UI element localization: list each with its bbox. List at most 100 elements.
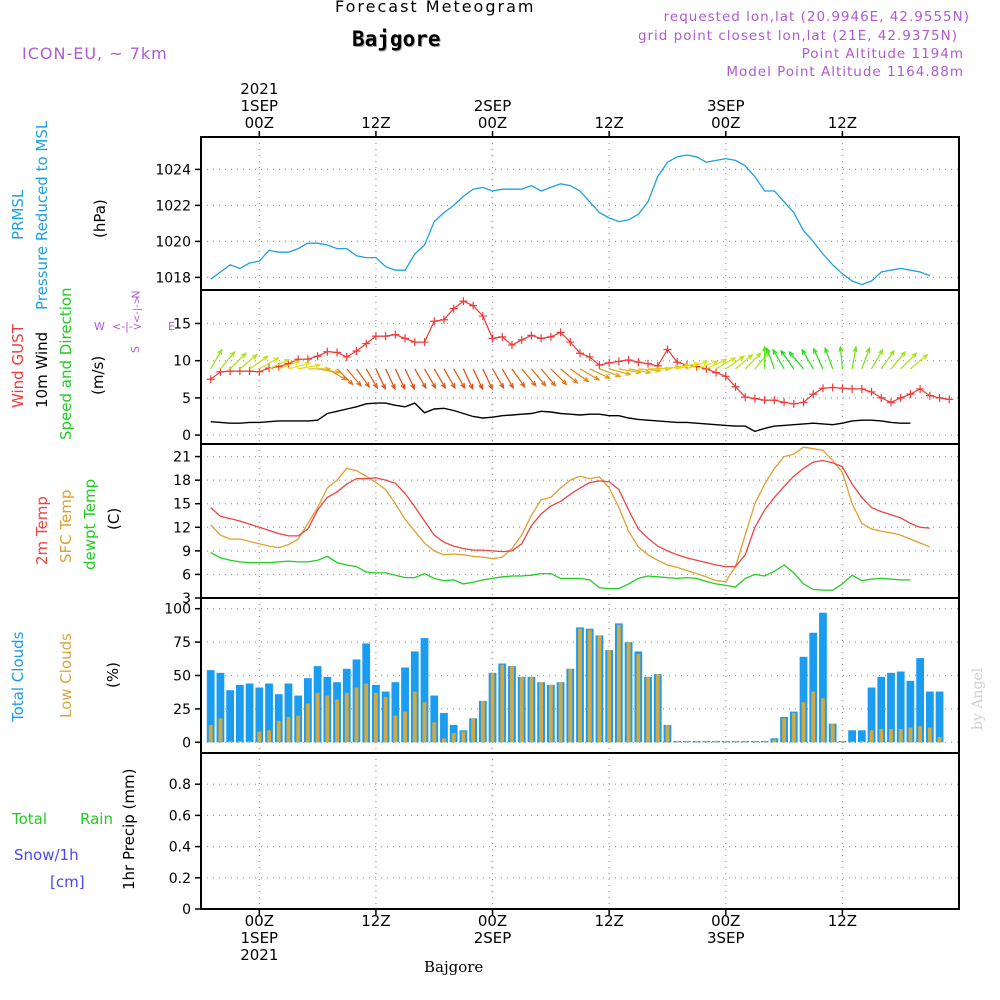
- low-cloud-bar: [335, 699, 339, 743]
- wind-arrow-shaft: [579, 368, 600, 381]
- total-cloud-bar: [906, 680, 915, 743]
- low-cloud-bar: [704, 740, 709, 743]
- wind-arrow-shaft: [813, 348, 824, 370]
- gust-marker: [469, 301, 478, 310]
- wind-arrow-head: [400, 383, 406, 391]
- total-cloud-bar: [206, 670, 215, 743]
- wind-arrow: [715, 357, 737, 370]
- wind-arrow: [735, 353, 754, 370]
- wind-arrow: [861, 346, 871, 370]
- low-cloud-bar: [432, 722, 437, 743]
- wind-arrow-shaft: [871, 349, 884, 370]
- point-altitude: Point Altitude 1194m: [801, 46, 964, 62]
- gust-marker: [916, 384, 925, 393]
- wind-arrow-head: [747, 353, 754, 360]
- low-cloud-bar: [237, 740, 242, 743]
- wind-arrow: [696, 360, 719, 370]
- wind-arrow-shaft: [540, 368, 556, 387]
- wind-arrow-shaft: [327, 368, 347, 381]
- wind-arrow: [394, 368, 406, 391]
- wind-arrow-head: [283, 358, 291, 364]
- low-cloud-bar: [752, 740, 757, 743]
- wind-arrow-head: [251, 353, 258, 360]
- low-cloud-bar: [393, 715, 398, 743]
- wind-arrow: [346, 368, 362, 387]
- gust-marker: [721, 372, 730, 381]
- low-cloud-bar: [267, 730, 271, 743]
- wind-arrow: [589, 368, 612, 379]
- low-cloud-bar: [500, 664, 505, 743]
- total-cloud-bar: [867, 687, 876, 743]
- wind-arrow: [812, 347, 824, 370]
- wind-arrow-head: [520, 381, 526, 389]
- bottom-time-label: 00Z: [245, 912, 274, 930]
- wind-arrow-shaft: [298, 364, 320, 370]
- gust-marker: [945, 395, 954, 404]
- low-cloud-bar: [801, 702, 806, 743]
- low-cloud-bar: [247, 740, 252, 743]
- gust-marker: [527, 331, 536, 340]
- wind-arrow-shaft: [744, 352, 762, 370]
- total-cloud-bar: [255, 687, 264, 743]
- wind-arrow: [249, 355, 269, 370]
- wind-arrow: [801, 348, 814, 370]
- gust-marker: [760, 396, 769, 405]
- bottom-time-label: 00Z: [478, 912, 507, 930]
- y-tick-label: 21: [173, 450, 191, 466]
- wind-arrow-shaft: [599, 368, 621, 377]
- wind-arrow-shaft: [780, 350, 795, 370]
- wind-arrow-shaft: [365, 368, 378, 389]
- gust-marker: [624, 355, 633, 364]
- wind-arrow-shaft: [501, 368, 514, 389]
- y-tick-label: 1024: [155, 162, 191, 178]
- wind-arrow-head: [240, 352, 247, 359]
- gust-marker: [886, 398, 895, 407]
- wind-arrow: [210, 348, 223, 370]
- y-tick-label: 15: [173, 316, 191, 332]
- bottom-time-label: 2021: [240, 946, 278, 964]
- wind-arrow-head: [550, 380, 557, 387]
- wind-arrow-shaft: [492, 368, 505, 389]
- total-cloud-bar: [265, 683, 273, 743]
- y-tick-label: 100: [164, 602, 191, 618]
- gust-marker: [478, 312, 487, 321]
- wind-arrow-shaft: [394, 368, 406, 390]
- wind-arrow-head: [812, 347, 818, 354]
- panel-frame: [200, 136, 960, 291]
- gust-marker: [789, 399, 798, 408]
- wind-arrow-shaft: [239, 354, 258, 370]
- wind-arrow: [482, 368, 493, 391]
- gust-marker: [303, 355, 312, 364]
- low-cloud-bar: [218, 718, 223, 743]
- model-altitude: Model Point Altitude 1164.88m: [726, 64, 964, 80]
- wind-arrow-shaft: [355, 368, 370, 388]
- model-label: ICON-EU, ~ 7km: [22, 44, 168, 63]
- wind-arrow: [501, 368, 515, 390]
- wind-arrow-head: [381, 383, 386, 391]
- low-cloud-bar: [529, 676, 534, 743]
- gust-marker: [634, 358, 643, 367]
- rain-total-label: Total: [12, 810, 48, 828]
- wind-arrow-shaft: [511, 368, 526, 388]
- low-cloud-bar: [587, 630, 592, 743]
- y-tick-label: 0.8: [169, 777, 191, 793]
- wind-arrow-head: [788, 350, 795, 357]
- compass-east: E: [168, 320, 175, 333]
- wind-arrow-shaft: [900, 352, 917, 370]
- wind-arrow-head: [488, 383, 493, 391]
- gust-marker: [644, 359, 653, 368]
- low-cloud-bar: [373, 692, 378, 743]
- gust-marker: [313, 352, 322, 361]
- wind-arrow-shaft: [772, 349, 785, 370]
- wind-arrow-shaft: [715, 357, 736, 370]
- y-tick-label: 10: [173, 354, 191, 370]
- low-cloud-bar: [665, 724, 670, 743]
- low-cloud-bar: [296, 715, 301, 743]
- wind-arrow-head: [390, 383, 396, 391]
- wind-arrow: [560, 368, 579, 384]
- wind-arrow-shaft: [839, 346, 843, 369]
- wind-arrow: [404, 368, 416, 391]
- wind-arrow-head: [460, 382, 466, 390]
- gust-marker: [741, 393, 750, 402]
- low-cloud-bar: [568, 668, 573, 743]
